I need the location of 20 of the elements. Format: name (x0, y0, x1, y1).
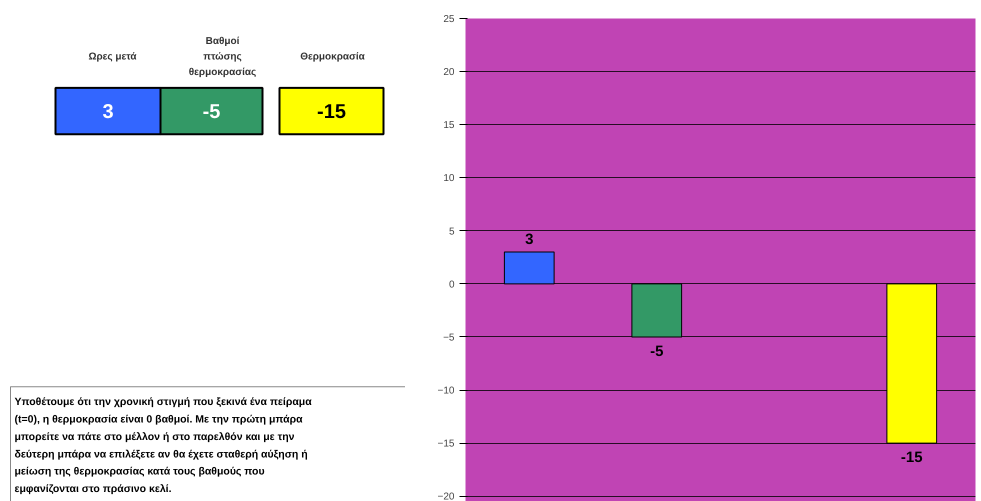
y-tick-label: −15 (438, 438, 455, 450)
y-tick-label: 0 (448, 279, 455, 290)
data-label: 3 (525, 231, 534, 248)
y-tick-label: −5 (443, 332, 455, 344)
text: Υποθέτουμε ότι την χρονική στιγμή που ξεκινά ένα πείραμα (t=0), η θερμοκρασία είναι 0 βαθμοί. Με την πρώτη μπάρα μπορείτε να πάτε στο μέλλον ή στο παρελθόν και με την δεύτερη μπάρα να επιλέξετε αν θα έχετε σταθερή αύξηση ή μείωση της θερμοκρασίας κατά τους βαθμούς που εμφανίζονται στο πράσινο κελί. (14, 396, 312, 495)
y-tick-label: −20 (438, 492, 455, 501)
y-tick-label: 25 (443, 14, 455, 25)
text: 3 (102, 101, 114, 124)
y-tick-label: 10 (443, 173, 455, 184)
text: Βαθμοί πτώσης θερμοκρασίας (188, 36, 256, 78)
data-label: -5 (650, 342, 664, 360)
text: Ωρες μετά (88, 52, 138, 63)
y-tick-label: 20 (443, 67, 455, 78)
y-tick-label: 15 (443, 120, 455, 132)
y-tick-label: 5 (448, 226, 455, 238)
y-tick-label: −10 (438, 386, 455, 397)
text: -5 (202, 101, 220, 124)
text: -15 (317, 101, 346, 124)
text: Θερμοκρασία (300, 52, 366, 63)
data-label: -15 (900, 449, 923, 466)
